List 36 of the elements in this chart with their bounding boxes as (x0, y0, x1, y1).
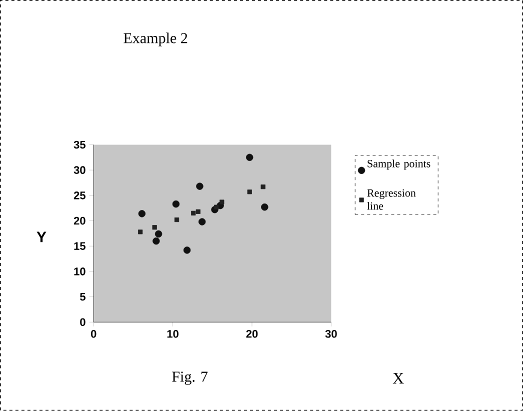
point (198, 218, 206, 226)
point (174, 218, 180, 222)
point (247, 190, 252, 194)
x-tick-label: 20 (246, 330, 258, 338)
x-tick-label: 0 (90, 330, 96, 338)
y-tick-label: 35 (74, 140, 86, 149)
point (196, 182, 204, 190)
y-tick-label: 15 (74, 242, 86, 250)
point (152, 225, 157, 230)
y-tick-label: 0 (80, 318, 86, 326)
point (138, 210, 146, 218)
legend-label: Sample points (368, 160, 430, 170)
y-axis-title: Y (36, 232, 46, 242)
point (138, 230, 143, 234)
point (172, 200, 180, 208)
point (196, 209, 200, 214)
x-axis-title: X (392, 373, 404, 384)
x-tick-label: 30 (325, 330, 337, 338)
y-tick-label: 10 (74, 268, 86, 276)
legend-label: Regression line (367, 189, 416, 210)
point (246, 154, 254, 162)
point (183, 246, 191, 254)
x-tick-label: 10 (167, 330, 178, 338)
point (214, 204, 219, 210)
point (152, 238, 160, 245)
point (191, 210, 196, 216)
point (154, 230, 162, 238)
point (220, 200, 224, 204)
y-tick-label: 25 (74, 192, 86, 200)
chart-title: Example 2 (124, 32, 188, 46)
caption: Fig. 7 (172, 372, 208, 385)
point (261, 204, 268, 211)
y-tick-label: 20 (74, 216, 86, 225)
y-tick-label: 5 (80, 293, 86, 301)
point (260, 184, 266, 190)
y-tick-label: 30 (74, 166, 86, 174)
